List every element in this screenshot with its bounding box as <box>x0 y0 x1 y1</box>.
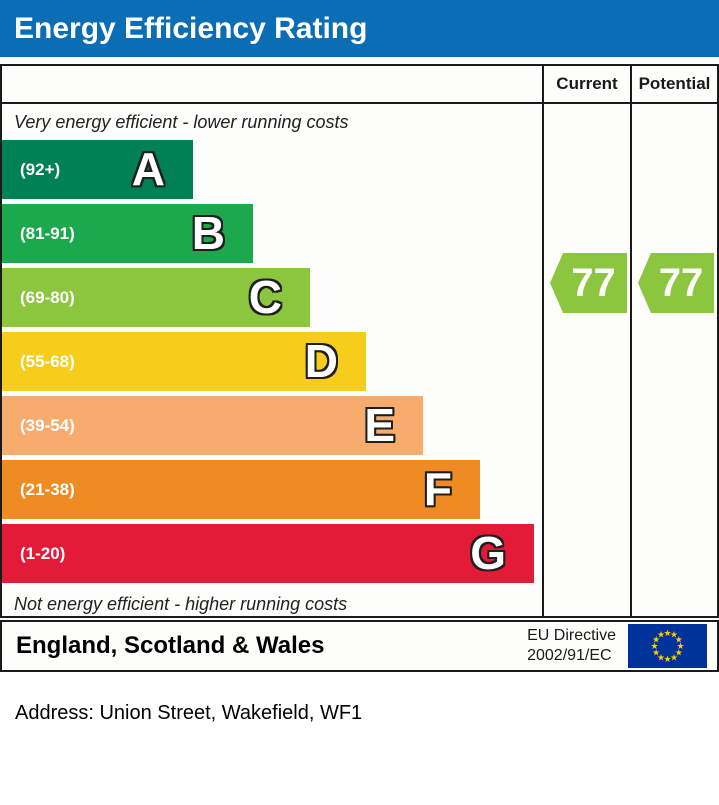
band-letter: D <box>304 334 338 387</box>
title-bar: Energy Efficiency Rating <box>0 0 719 57</box>
potential-rating-value: 77 <box>658 260 704 305</box>
band-letter: A <box>131 142 165 195</box>
current-rating-value: 77 <box>571 260 616 305</box>
band-g: (1-20) G <box>2 524 534 583</box>
band-range-label: (92+) <box>20 159 61 179</box>
region-label: England, Scotland & Wales <box>16 632 325 659</box>
svg-text:★: ★ <box>670 631 678 641</box>
band-letter: B <box>191 206 225 259</box>
eu-directive-line2: 2002/91/EC <box>527 647 612 664</box>
footer-bar: England, Scotland & Wales EU Directive 2… <box>0 620 719 672</box>
bands-chart-area: Very energy efficient - lower running co… <box>2 104 542 616</box>
svg-text:★: ★ <box>675 636 683 646</box>
band-letter: C <box>248 270 282 323</box>
band-b: (81-91) B <box>2 204 253 263</box>
address-line: Address: Union Street, Wakefield, WF1 <box>15 702 363 724</box>
eu-directive-line1: EU Directive <box>527 627 616 644</box>
header-spacer-cell <box>2 66 542 102</box>
svg-text:★: ★ <box>663 655 671 665</box>
current-column: 77 <box>542 104 630 616</box>
band-d: (55-68) D <box>2 332 366 391</box>
band-a: (92+) A <box>2 140 193 199</box>
eu-flag-icon: ★ ★ ★ ★ ★ ★ ★ ★ ★ ★ ★ ★ <box>628 624 707 668</box>
bottom-note: Not energy efficient - higher running co… <box>14 594 348 614</box>
svg-text:★: ★ <box>676 642 684 652</box>
band-range-label: (81-91) <box>20 223 75 243</box>
band-c: (69-80) C <box>2 268 310 327</box>
band-range-label: (1-20) <box>20 543 66 563</box>
potential-rating-arrow: 77 <box>638 253 714 313</box>
top-note: Very energy efficient - lower running co… <box>14 112 349 132</box>
eu-directive-label: EU Directive 2002/91/EC <box>527 626 616 666</box>
table-header-row: Current Potential <box>2 66 717 104</box>
svg-text:★: ★ <box>675 649 683 659</box>
potential-column: 77 <box>630 104 717 616</box>
svg-text:★: ★ <box>663 629 671 639</box>
band-range-label: (21-38) <box>20 479 75 499</box>
band-letter: F <box>423 462 452 515</box>
svg-text:★: ★ <box>652 636 660 646</box>
rating-bands: (92+) A (81-91) B (69-80) C (55-68) D <box>2 140 542 588</box>
band-letter: E <box>364 398 395 451</box>
column-header-potential: Potential <box>630 66 717 102</box>
band-range-label: (55-68) <box>20 351 75 371</box>
rating-table: Current Potential Very energy efficient … <box>0 64 719 618</box>
svg-text:★: ★ <box>652 649 660 659</box>
band-letter: G <box>470 526 506 579</box>
column-header-current: Current <box>542 66 630 102</box>
svg-text:★: ★ <box>657 631 665 641</box>
svg-text:★: ★ <box>670 653 678 663</box>
svg-text:★: ★ <box>657 653 665 663</box>
page-title: Energy Efficiency Rating <box>14 11 368 45</box>
svg-text:★: ★ <box>650 642 658 652</box>
band-range-label: (39-54) <box>20 415 75 435</box>
table-body: Very energy efficient - lower running co… <box>2 104 717 616</box>
band-range-label: (69-80) <box>20 287 75 307</box>
band-e: (39-54) E <box>2 396 423 455</box>
band-f: (21-38) F <box>2 460 480 519</box>
current-rating-arrow: 77 <box>550 253 627 313</box>
